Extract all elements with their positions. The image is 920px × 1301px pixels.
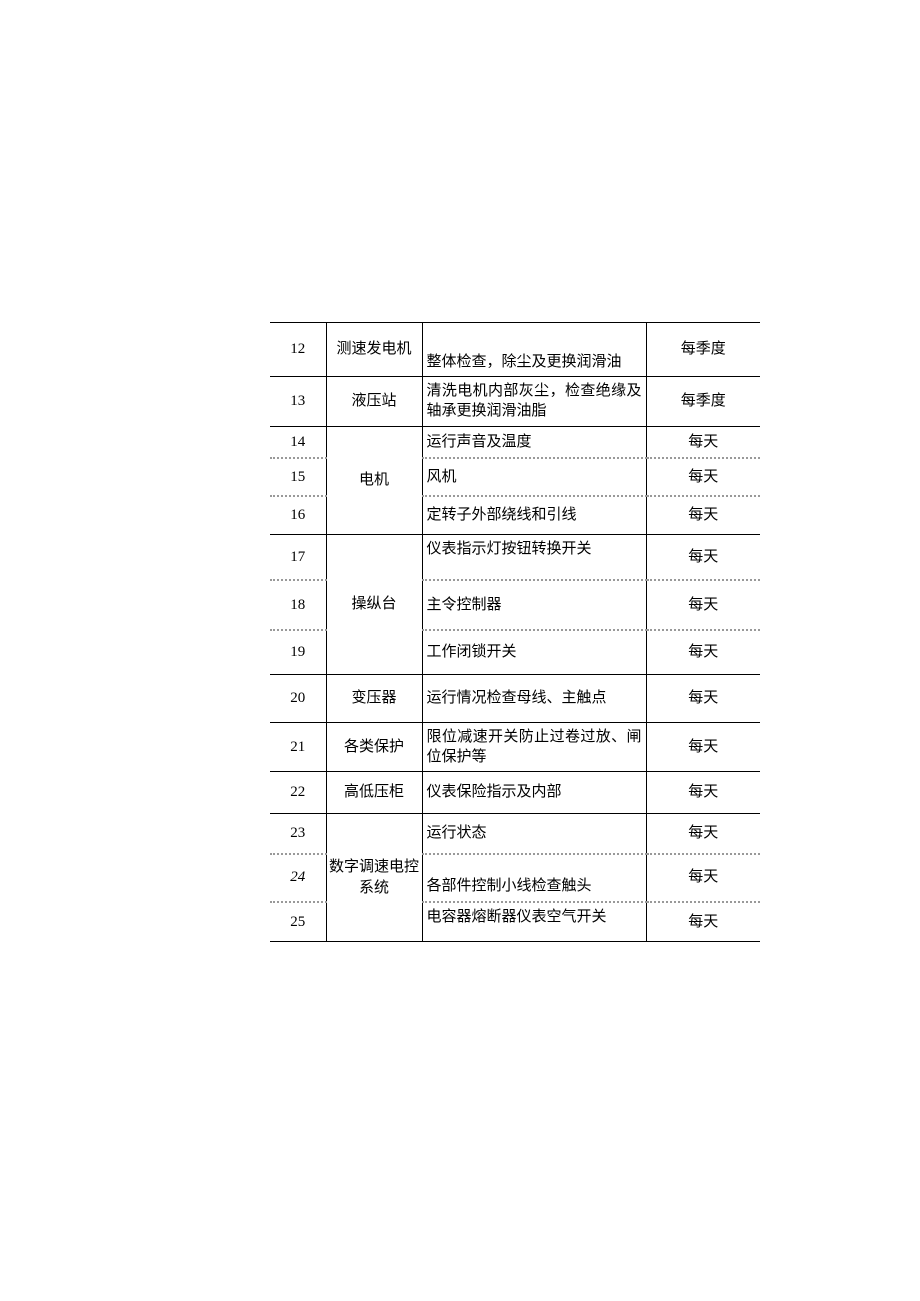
row-number: 25 xyxy=(270,902,326,942)
row-number: 16 xyxy=(270,496,326,534)
row-category: 各类保护 xyxy=(326,722,422,772)
row-category: 高低压柜 xyxy=(326,772,422,814)
row-frequency: 每天 xyxy=(646,630,760,674)
row-number: 23 xyxy=(270,814,326,854)
row-frequency: 每天 xyxy=(646,722,760,772)
row-number: 19 xyxy=(270,630,326,674)
maintenance-table: 12测速发电机整体检查，除尘及更换润滑油每季度13液压站清洗电机内部灰尘，检查绝… xyxy=(270,322,760,942)
row-frequency: 每季度 xyxy=(646,377,760,427)
row-description: 主令控制器 xyxy=(422,580,646,630)
table-row: 12测速发电机整体检查，除尘及更换润滑油每季度 xyxy=(270,323,760,377)
row-number: 15 xyxy=(270,458,326,496)
row-category: 变压器 xyxy=(326,674,422,722)
page: 12测速发电机整体检查，除尘及更换润滑油每季度13液压站清洗电机内部灰尘，检查绝… xyxy=(0,0,920,1301)
row-number: 18 xyxy=(270,580,326,630)
table-row: 13液压站清洗电机内部灰尘，检查绝缘及轴承更换润滑油脂每季度 xyxy=(270,377,760,427)
row-number: 21 xyxy=(270,722,326,772)
row-frequency: 每天 xyxy=(646,814,760,854)
row-frequency: 每天 xyxy=(646,580,760,630)
row-description: 限位减速开关防止过卷过放、闸位保护等 xyxy=(422,722,646,772)
row-frequency: 每天 xyxy=(646,426,760,458)
row-number: 22 xyxy=(270,772,326,814)
row-description: 各部件控制小线检查触头 xyxy=(422,854,646,902)
row-description: 运行状态 xyxy=(422,814,646,854)
row-frequency: 每季度 xyxy=(646,323,760,377)
row-description: 电容器熔断器仪表空气开关 xyxy=(422,902,646,942)
row-description: 整体检查，除尘及更换润滑油 xyxy=(422,323,646,377)
row-description: 运行情况检查母线、主触点 xyxy=(422,674,646,722)
table-row: 21各类保护限位减速开关防止过卷过放、闸位保护等每天 xyxy=(270,722,760,772)
row-number: 20 xyxy=(270,674,326,722)
row-description: 仪表指示灯按钮转换开关 xyxy=(422,534,646,580)
row-frequency: 每天 xyxy=(646,902,760,942)
row-category: 数字调速电控系统 xyxy=(326,814,422,942)
row-description: 清洗电机内部灰尘，检查绝缘及轴承更换润滑油脂 xyxy=(422,377,646,427)
row-frequency: 每天 xyxy=(646,854,760,902)
row-category: 液压站 xyxy=(326,377,422,427)
table-row: 14电机运行声音及温度每天 xyxy=(270,426,760,458)
row-frequency: 每天 xyxy=(646,496,760,534)
row-number: 13 xyxy=(270,377,326,427)
row-frequency: 每天 xyxy=(646,458,760,496)
row-frequency: 每天 xyxy=(646,772,760,814)
row-description: 风机 xyxy=(422,458,646,496)
row-description: 运行声音及温度 xyxy=(422,426,646,458)
row-number: 17 xyxy=(270,534,326,580)
row-description: 工作闭锁开关 xyxy=(422,630,646,674)
row-description: 仪表保险指示及内部 xyxy=(422,772,646,814)
row-number: 14 xyxy=(270,426,326,458)
row-frequency: 每天 xyxy=(646,674,760,722)
table-row: 20变压器运行情况检查母线、主触点每天 xyxy=(270,674,760,722)
row-description: 定转子外部绕线和引线 xyxy=(422,496,646,534)
row-category: 操纵台 xyxy=(326,534,422,674)
row-category: 电机 xyxy=(326,426,422,534)
table-row: 23数字调速电控系统运行状态每天 xyxy=(270,814,760,854)
row-category: 测速发电机 xyxy=(326,323,422,377)
row-number: 24 xyxy=(270,854,326,902)
table-row: 22高低压柜仪表保险指示及内部每天 xyxy=(270,772,760,814)
row-number: 12 xyxy=(270,323,326,377)
row-frequency: 每天 xyxy=(646,534,760,580)
table-row: 17操纵台仪表指示灯按钮转换开关每天 xyxy=(270,534,760,580)
